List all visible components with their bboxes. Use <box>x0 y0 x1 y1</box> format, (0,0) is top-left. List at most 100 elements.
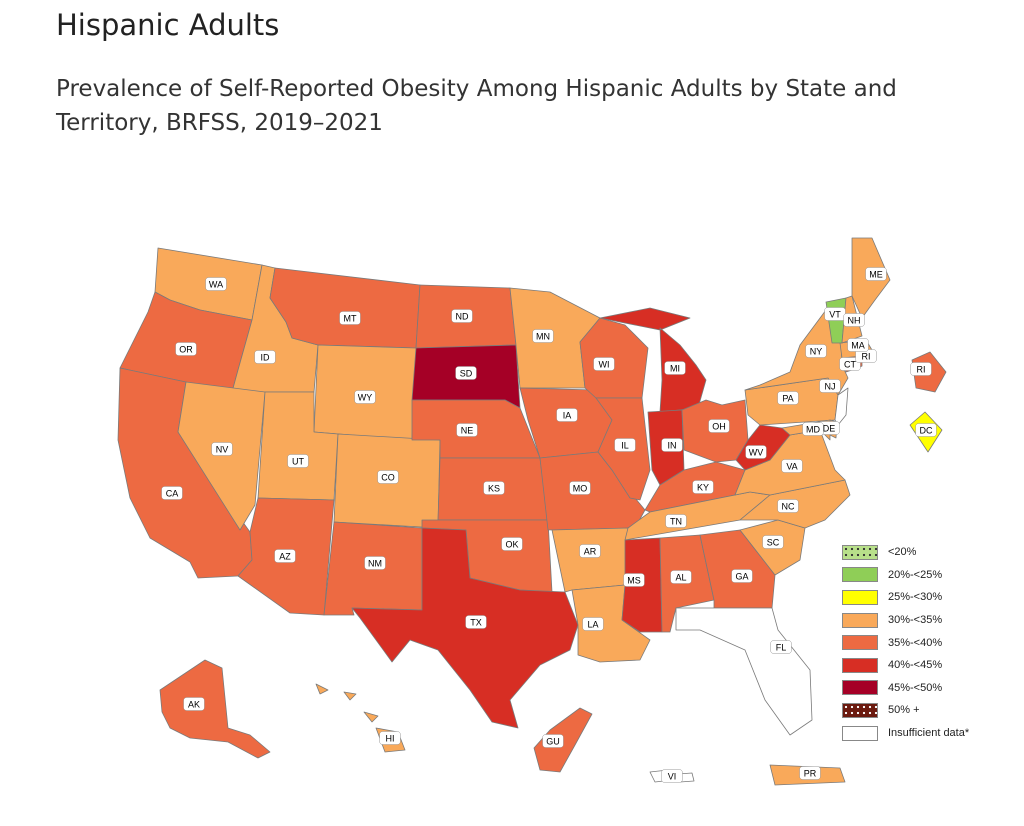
state-label-ut-box <box>287 454 309 468</box>
legend-item: 40%-<45% <box>842 654 969 677</box>
state-mt[interactable] <box>269 267 421 349</box>
state-label-nc-box <box>777 499 799 513</box>
legend-label: 25%-<30% <box>888 591 943 604</box>
state-label-sc: SC <box>767 538 780 548</box>
state-label-ak: AK <box>188 700 200 710</box>
map-legend: <20% 20%-<25% 25%-<30% 30%-<35% 35%-<40% 40%-… <box>842 541 969 744</box>
state-label-al-box <box>670 570 692 584</box>
state-label-pr-box <box>799 766 821 780</box>
state-label-ar-box <box>579 544 601 558</box>
state-label-id-box <box>254 350 276 364</box>
state-label-me: ME <box>869 270 883 280</box>
state-label-wy: WY <box>358 393 373 403</box>
state-label-va-box <box>781 459 803 473</box>
state-label-wa-box <box>205 277 227 291</box>
state-label-ok-box <box>501 537 523 551</box>
state-label-tn: TN <box>670 517 682 527</box>
state-label-dc-box <box>915 423 937 437</box>
state-fl[interactable] <box>675 607 813 736</box>
state-label-oh: OH <box>712 422 726 432</box>
state-label-wi: WI <box>599 360 610 370</box>
state-label-ca: CA <box>166 489 179 499</box>
state-label-id: ID <box>261 353 271 363</box>
state-label-nh: NH <box>848 316 861 326</box>
state-label-or: OR <box>179 345 193 355</box>
state-label-nv-box <box>211 442 233 456</box>
legend-swatch <box>842 589 878 605</box>
state-label-ma: MA <box>851 341 865 351</box>
state-label-il-box <box>614 438 636 452</box>
state-label-ca-box <box>161 486 183 500</box>
state-mi[interactable] <box>599 307 707 413</box>
state-label-wi-box <box>593 357 615 371</box>
state-label-fl: FL <box>776 643 787 653</box>
state-label-tx: TX <box>470 618 482 628</box>
state-label-va: VA <box>786 462 797 472</box>
legend-item: 20%-<25% <box>842 564 969 587</box>
state-label-il: IL <box>621 441 629 451</box>
state-ak[interactable] <box>159 659 271 759</box>
legend-label: <20% <box>888 546 917 559</box>
state-label-ri-inset: RI <box>917 365 926 375</box>
state-label-ms-box <box>623 573 645 587</box>
state-ar[interactable] <box>551 527 629 593</box>
state-label-wv-box <box>745 445 767 459</box>
state-label-ia-box <box>556 408 578 422</box>
state-label-ak-box <box>183 697 205 711</box>
legend-swatch <box>842 702 878 718</box>
legend-label: 20%-<25% <box>888 568 943 581</box>
legend-label: 45%-<50% <box>888 681 943 694</box>
state-label-pr: PR <box>804 769 817 779</box>
state-label-mn: MN <box>536 332 550 342</box>
state-label-sc-box <box>762 535 784 549</box>
legend-swatch <box>842 635 878 651</box>
state-label-mi: MI <box>670 364 680 374</box>
state-label-wv: WV <box>749 448 764 458</box>
legend-item: 35%-<40% <box>842 631 969 654</box>
state-label-az-box <box>274 549 296 563</box>
page-heading: Hispanic Adults <box>56 8 280 42</box>
state-label-ky-box <box>692 480 714 494</box>
legend-swatch <box>842 680 878 696</box>
state-label-mi-box <box>664 361 686 375</box>
state-label-wy-box <box>354 390 376 404</box>
state-label-fl-box <box>770 640 792 654</box>
state-label-pa-box <box>777 391 799 405</box>
state-label-oh-box <box>708 419 730 433</box>
state-label-tx-box <box>465 615 487 629</box>
state-label-pa: PA <box>782 394 793 404</box>
state-label-dc: DC <box>920 426 933 436</box>
state-label-ct: CT <box>844 360 856 370</box>
state-nv[interactable] <box>177 381 266 531</box>
state-tx[interactable] <box>351 527 579 729</box>
state-label-mt: MT <box>344 314 357 324</box>
legend-swatch <box>842 567 878 583</box>
state-label-in: IN <box>668 441 677 451</box>
legend-label: Insufficient data* <box>888 727 970 740</box>
state-label-nj: NJ <box>825 382 836 392</box>
state-label-az: AZ <box>279 552 291 562</box>
state-label-co: CO <box>381 473 395 483</box>
state-label-ut: UT <box>292 457 304 467</box>
state-wi[interactable] <box>579 317 649 399</box>
legend-item: Insufficient data* <box>842 722 969 745</box>
state-label-vi: VI <box>668 772 677 782</box>
state-label-mt-box <box>339 311 361 325</box>
state-nj[interactable] <box>834 387 849 426</box>
state-label-ar: AR <box>584 547 597 557</box>
state-label-ma-box <box>847 338 869 352</box>
legend-label: 35%-<40% <box>888 636 943 649</box>
legend-swatch <box>842 544 878 560</box>
state-label-nc: NC <box>782 502 795 512</box>
legend-swatch <box>842 612 878 628</box>
legend-swatch <box>842 657 878 673</box>
state-label-la-box <box>582 617 604 631</box>
state-label-mn-box <box>532 329 554 343</box>
state-label-nv: NV <box>216 445 229 455</box>
legend-label: 50% + <box>888 704 920 717</box>
state-label-ia: IA <box>563 411 572 421</box>
state-label-ky: KY <box>697 483 709 493</box>
legend-item: 30%-<35% <box>842 609 969 632</box>
legend-item: 50% + <box>842 699 969 722</box>
state-label-al: AL <box>675 573 686 583</box>
